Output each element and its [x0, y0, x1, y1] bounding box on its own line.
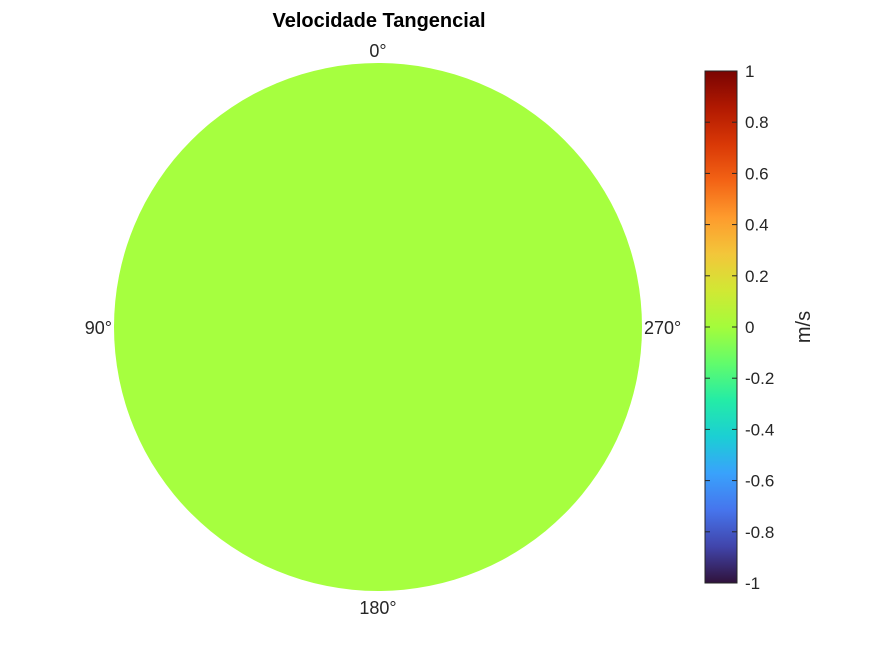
colorbar: [704, 70, 738, 584]
angle-label-180: 180°: [359, 598, 396, 618]
colorbar-tick-label: -1: [745, 574, 760, 593]
colorbar-tick-label: 0.4: [745, 216, 769, 235]
polar-disk: [114, 63, 642, 591]
colorbar-tick-label: -0.4: [745, 420, 774, 439]
colorbar-label: m/s: [793, 311, 815, 343]
chart-title: Velocidade Tangencial: [272, 10, 485, 32]
colorbar-tick-label: -0.2: [745, 369, 774, 388]
colorbar-tick-label: -0.8: [745, 523, 774, 542]
angle-label-90: 90°: [85, 318, 112, 338]
colorbar-tick-label: -0.6: [745, 472, 774, 491]
colorbar-tick-label: 1: [745, 62, 754, 81]
colorbar-tick-label: 0: [745, 318, 754, 337]
colorbar-tick-label: 0.2: [745, 267, 769, 286]
angle-label-270: 270°: [644, 318, 681, 338]
angle-label-0: 0°: [369, 41, 386, 61]
colorbar-tick-label: 0.8: [745, 113, 769, 132]
colorbar-tick-label: 0.6: [745, 164, 769, 183]
colorbar-ticks: 1 0.8 0.6 0.4 0.2 0 -0.2 -0.4 -0.6 -0.8 -1: [705, 62, 774, 593]
